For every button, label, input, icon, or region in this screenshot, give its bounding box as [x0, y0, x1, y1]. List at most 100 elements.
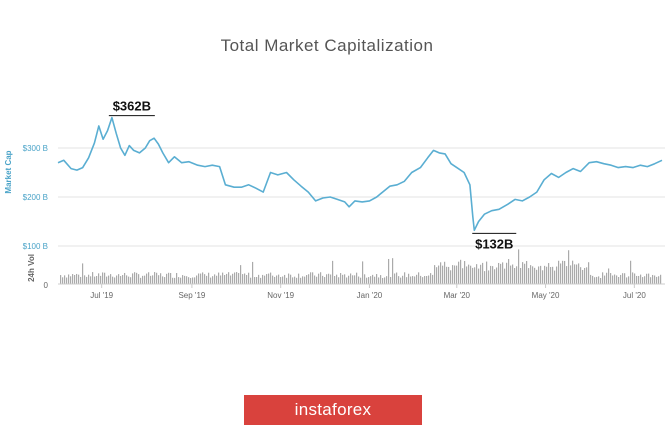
volume-bar [244, 273, 246, 284]
volume-bar [602, 272, 604, 284]
volume-bar [348, 275, 350, 284]
volume-bar [232, 273, 234, 284]
x-tick-label: Jul '19 [90, 291, 113, 300]
volume-bar [500, 263, 502, 284]
volume-bar [494, 269, 496, 284]
volume-bar [454, 265, 456, 284]
volume-bar [452, 265, 454, 284]
volume-bar [76, 273, 78, 284]
volume-bar [252, 261, 254, 284]
volume-bar [150, 275, 152, 284]
instaforex-logo: instaforex [244, 395, 422, 425]
volume-bar [466, 266, 468, 284]
volume-bar [70, 276, 72, 284]
volume-bar [110, 274, 112, 284]
volume-bar [546, 266, 548, 284]
volume-bar [92, 272, 94, 284]
volume-bar [562, 260, 564, 284]
volume-bar [72, 274, 74, 284]
volume-bar [372, 274, 374, 284]
volume-bar [442, 265, 444, 284]
volume-bar [254, 277, 256, 284]
volume-bar [94, 276, 96, 284]
volume-bar [78, 274, 80, 284]
volume-bar [186, 276, 188, 284]
volume-bar [642, 277, 644, 284]
volume-bar [268, 273, 270, 284]
volume-bar [482, 262, 484, 284]
volume-bar [478, 268, 480, 284]
volume-bar [190, 277, 192, 284]
volume-bar [458, 261, 460, 284]
volume-bar [138, 274, 140, 284]
volume-bar [422, 277, 424, 284]
volume-bar [228, 272, 230, 284]
volume-bar [610, 273, 612, 284]
volume-bar [640, 274, 642, 284]
x-tick-label: Mar '20 [444, 291, 471, 300]
gridlines [58, 147, 665, 247]
volume-bar [572, 260, 574, 284]
volume-bar [196, 275, 198, 284]
volume-bar [652, 274, 654, 284]
volume-bar [648, 273, 650, 284]
volume-bar [378, 277, 380, 284]
volume-bar [326, 274, 328, 284]
volume-bar [626, 277, 628, 284]
volume-bar [376, 274, 378, 284]
volume-bar [192, 277, 194, 284]
volume-bar [594, 277, 596, 284]
volume-bar [176, 273, 178, 284]
volume-bar [96, 276, 98, 284]
volume-bar [416, 274, 418, 284]
y-axis-title: Market Cap [4, 150, 13, 193]
volume-bar [456, 265, 458, 284]
volume-bar [188, 277, 190, 284]
volume-bar [522, 262, 524, 284]
volume-bar [380, 275, 382, 284]
volume-bar [432, 274, 434, 284]
volume-bar [222, 272, 224, 284]
volume-bar [618, 276, 620, 284]
volume-bar [88, 274, 90, 284]
volume-bar [622, 273, 624, 284]
volume-bar [198, 273, 200, 284]
volume-bar [194, 277, 196, 284]
volume-bar [102, 272, 104, 284]
volume-bar [354, 275, 356, 284]
volume-bar [532, 266, 534, 284]
volume-bar [658, 276, 660, 284]
volume-bar [402, 275, 404, 284]
volume-bar [650, 277, 652, 284]
volume-bar [476, 264, 478, 284]
volume-bar [364, 274, 366, 284]
volume-bar [524, 263, 526, 284]
volume-bar [172, 277, 174, 284]
volume-bar [258, 274, 260, 284]
volume-bar [180, 277, 182, 284]
volume-bar [310, 272, 312, 284]
volume-bar [336, 274, 338, 284]
volume-bar [428, 275, 430, 284]
volume-bar [84, 275, 86, 284]
chart-title: Total Market Capitalization [221, 36, 434, 55]
volume-bar [214, 274, 216, 284]
volume-bar [168, 272, 170, 284]
volume-bar [636, 275, 638, 284]
volume-bar [386, 276, 388, 284]
volume-bar [444, 261, 446, 284]
volume-bar [98, 273, 100, 284]
volume-bar [550, 267, 552, 284]
volume-bar [216, 275, 218, 284]
x-axis-ticks: Jul '19 Sep '19 Nov '19 Jan '20 Mar '20 May '… [90, 284, 646, 300]
volume-bar [540, 265, 542, 284]
x-tick-label: Jan '20 [357, 291, 383, 300]
volume-bar [418, 272, 420, 284]
volume-bar [446, 266, 448, 284]
volume-bar [320, 272, 322, 284]
volume-bar [256, 276, 258, 284]
volume-bar [580, 267, 582, 284]
volume-bar [656, 276, 658, 284]
volume-bar [660, 274, 662, 284]
volume-bar [420, 275, 422, 284]
